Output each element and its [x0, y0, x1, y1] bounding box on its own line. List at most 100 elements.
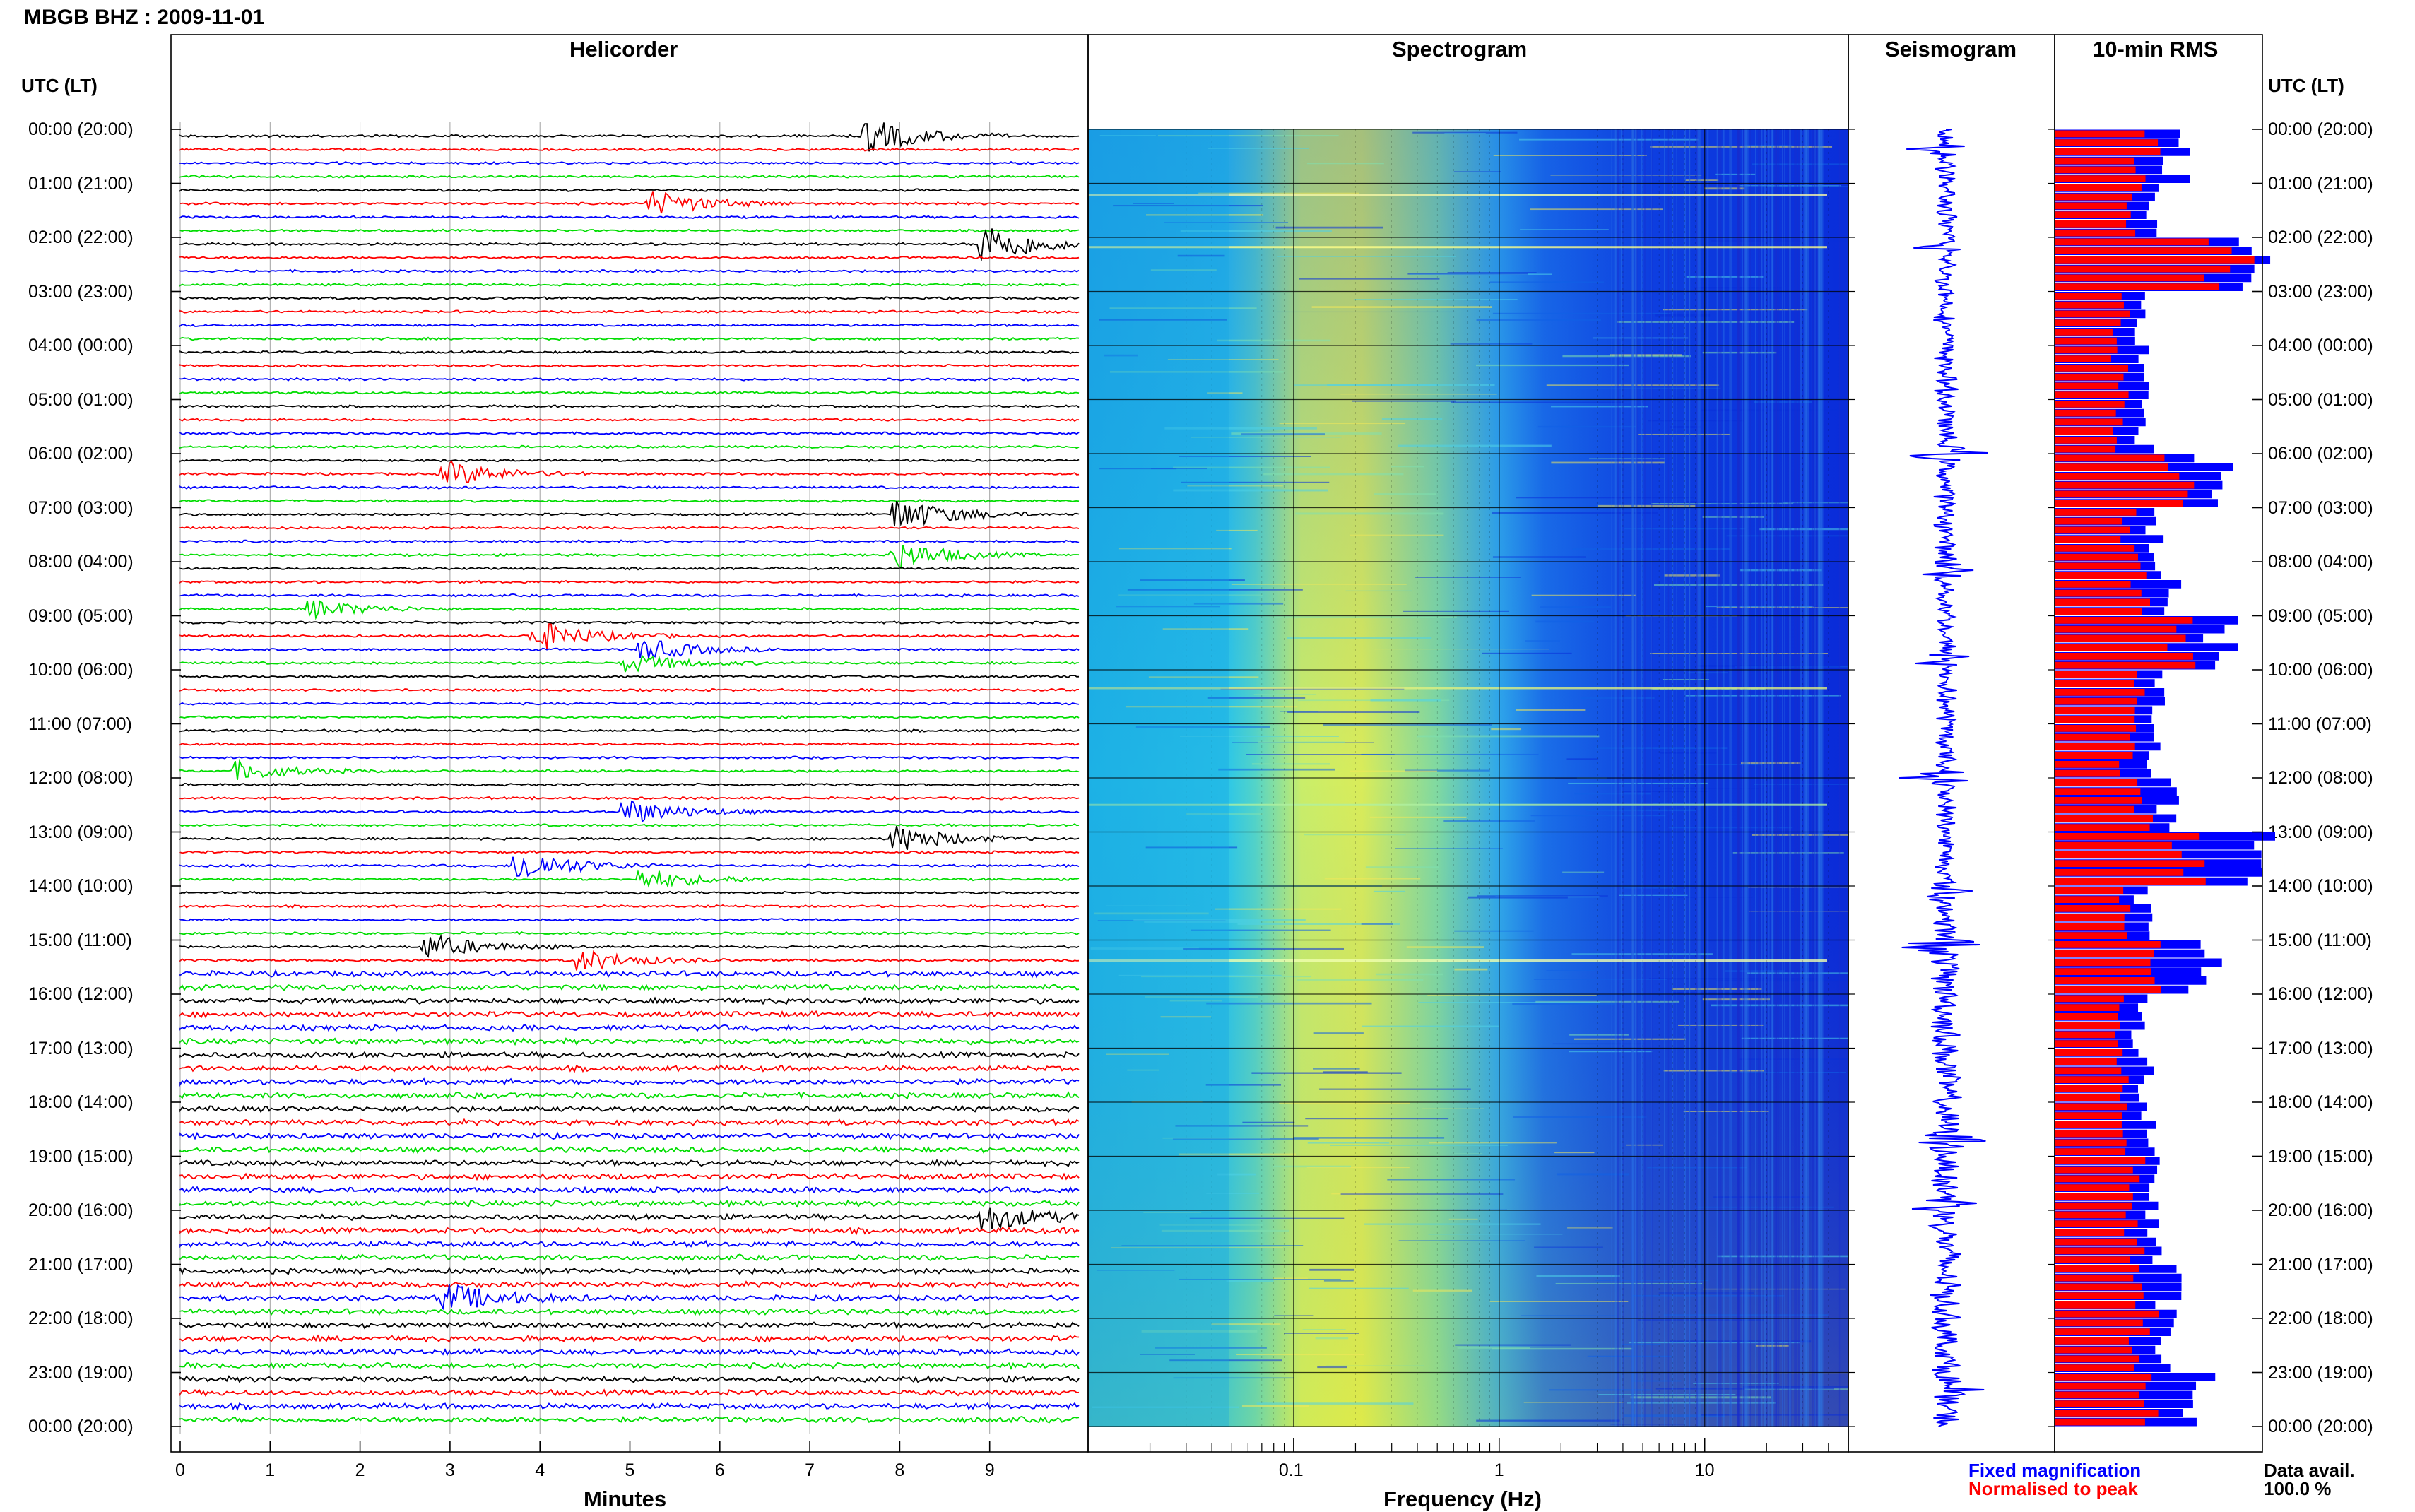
spectrogram-streak	[1581, 697, 1655, 699]
spectrogram-streak	[1557, 1173, 1630, 1176]
spectrogram-streak	[1370, 699, 1441, 702]
helicorder-trace	[179, 600, 1080, 620]
spectrogram-streak	[1211, 1323, 1281, 1325]
helicorder-trace	[179, 1158, 1080, 1167]
spectrogram-streak	[1671, 988, 1762, 990]
helicorder-trace	[179, 147, 1080, 152]
helicorder-trace	[179, 309, 1080, 314]
spectrogram-streak	[1350, 534, 1444, 536]
time-label-left: 16:00 (12:00)	[28, 984, 134, 1004]
spectrogram-streak	[1663, 788, 1805, 789]
spectrogram-streak	[1701, 409, 1848, 412]
spectrogram-streak	[1169, 1359, 1282, 1362]
rms-bar-normalised	[2055, 293, 2122, 300]
spectrogram-streak	[1109, 371, 1284, 373]
rms-bar-normalised	[2055, 130, 2145, 138]
helicorder-trace	[179, 215, 1080, 220]
spectrogram-streak	[1215, 908, 1342, 910]
spectrogram-streak	[1287, 711, 1420, 714]
rms-bar-normalised	[2055, 869, 2184, 876]
rms-bar-normalised	[2055, 716, 2135, 723]
time-label-right: 23:00 (19:00)	[2268, 1362, 2373, 1383]
helicorder-trace	[179, 1375, 1080, 1383]
spectrogram-streak	[1109, 307, 1257, 309]
rms-bar-normalised	[2055, 409, 2116, 417]
spectrogram-streak	[1476, 1419, 1620, 1422]
rms-bar-normalised	[2055, 1031, 2115, 1039]
rms-bar-normalised	[2055, 941, 2161, 948]
spectrogram-streak	[1739, 569, 1822, 572]
helicorder-trace	[179, 1226, 1080, 1236]
helicorder-trace	[179, 350, 1080, 355]
rms-bar-normalised	[2055, 220, 2127, 228]
helicorder-trace	[179, 363, 1080, 368]
helicorder-trace	[179, 654, 1079, 673]
rms-bar-normalised	[2055, 500, 2183, 507]
rms-bar-normalised	[2055, 445, 2116, 453]
helicorder-panel	[179, 122, 1080, 1434]
spectrogram-streak	[1676, 897, 1753, 898]
rms-bar-normalised	[2055, 1319, 2143, 1327]
spectrogram-streak	[1551, 461, 1665, 464]
helicorder-trace	[179, 1024, 1080, 1032]
time-label-left: 12:00 (08:00)	[28, 768, 134, 788]
rms-bar-normalised	[2055, 454, 2165, 462]
spectrogram-streak	[1177, 254, 1225, 257]
time-label-right: 17:00 (13:00)	[2268, 1038, 2373, 1058]
helicorder-trace	[179, 418, 1080, 423]
rms-bar-normalised	[2055, 1022, 2120, 1029]
helicorder-trace	[179, 904, 1080, 909]
time-label-right: 02:00 (22:00)	[2268, 228, 2373, 247]
helicorder-trace	[179, 1118, 1080, 1127]
spectrogram-streak	[1354, 299, 1518, 301]
spectrogram-streak	[1198, 192, 1359, 194]
helicorder-trace	[179, 526, 1080, 531]
spectrogram-streak	[1294, 384, 1439, 386]
spectrogram-streak	[1145, 846, 1238, 849]
rms-bar-normalised	[2055, 418, 2123, 426]
spectrogram-streak	[1317, 1366, 1347, 1369]
rms-bar-normalised	[2055, 229, 2136, 237]
rms-bar-normalised	[2055, 1220, 2138, 1227]
helicorder-trace	[179, 1207, 1080, 1231]
time-label-right: 00:00 (20:00)	[2268, 1417, 2373, 1436]
helicorder-tick-label: 1	[265, 1460, 276, 1480]
panel-frames	[170, 34, 2263, 1453]
spectrogram-streak	[1387, 1179, 1516, 1181]
spectrogram-streak	[1352, 400, 1456, 402]
rms-bar-normalised	[2055, 833, 2200, 840]
spectrogram-streak	[1628, 1342, 1800, 1344]
spectrogram-streak	[1350, 770, 1437, 772]
helicorder-trace	[179, 856, 1080, 878]
rms-bar-normalised	[2055, 1076, 2129, 1083]
spectrogram-streak	[1546, 969, 1595, 971]
spectrogram-streak	[1751, 834, 1848, 836]
spectrogram-streak	[1150, 269, 1217, 271]
helicorder-trace	[179, 869, 1080, 889]
helicorder-trace	[179, 742, 1080, 747]
helicorder-trace	[179, 996, 1080, 1005]
rms-bar-normalised	[2055, 625, 2177, 633]
spectrogram-streak	[1340, 1193, 1504, 1195]
rms-bar-normalised	[2055, 1238, 2137, 1246]
rms-bar-normalised	[2055, 490, 2188, 498]
helicorder-trace	[179, 336, 1080, 341]
spectrogram-streak	[1595, 1280, 1709, 1282]
rms-bar-normalised	[2055, 481, 2195, 489]
rms-bar-normalised	[2055, 617, 2193, 624]
spectrogram-streak	[1179, 456, 1311, 457]
helicorder-trace	[179, 1091, 1080, 1100]
spectrogram-streak	[1516, 497, 1694, 499]
spectrogram-streak	[1754, 401, 1812, 403]
spectrogram-streak	[1595, 747, 1728, 750]
spectrogram-streak	[1536, 1275, 1620, 1277]
spectrogram-title: Spectrogram	[1392, 37, 1528, 61]
helicorder-trace	[179, 701, 1080, 706]
rms-bar-normalised	[2055, 1265, 2139, 1272]
spectrogram-streak	[1741, 1037, 1848, 1039]
spectrogram-streak	[1391, 466, 1424, 468]
rms-bar-normalised	[2055, 337, 2117, 345]
rms-bar-normalised	[2055, 247, 2232, 254]
spectrogram-streak	[1683, 1111, 1769, 1112]
rms-bar-normalised	[2055, 950, 2154, 957]
